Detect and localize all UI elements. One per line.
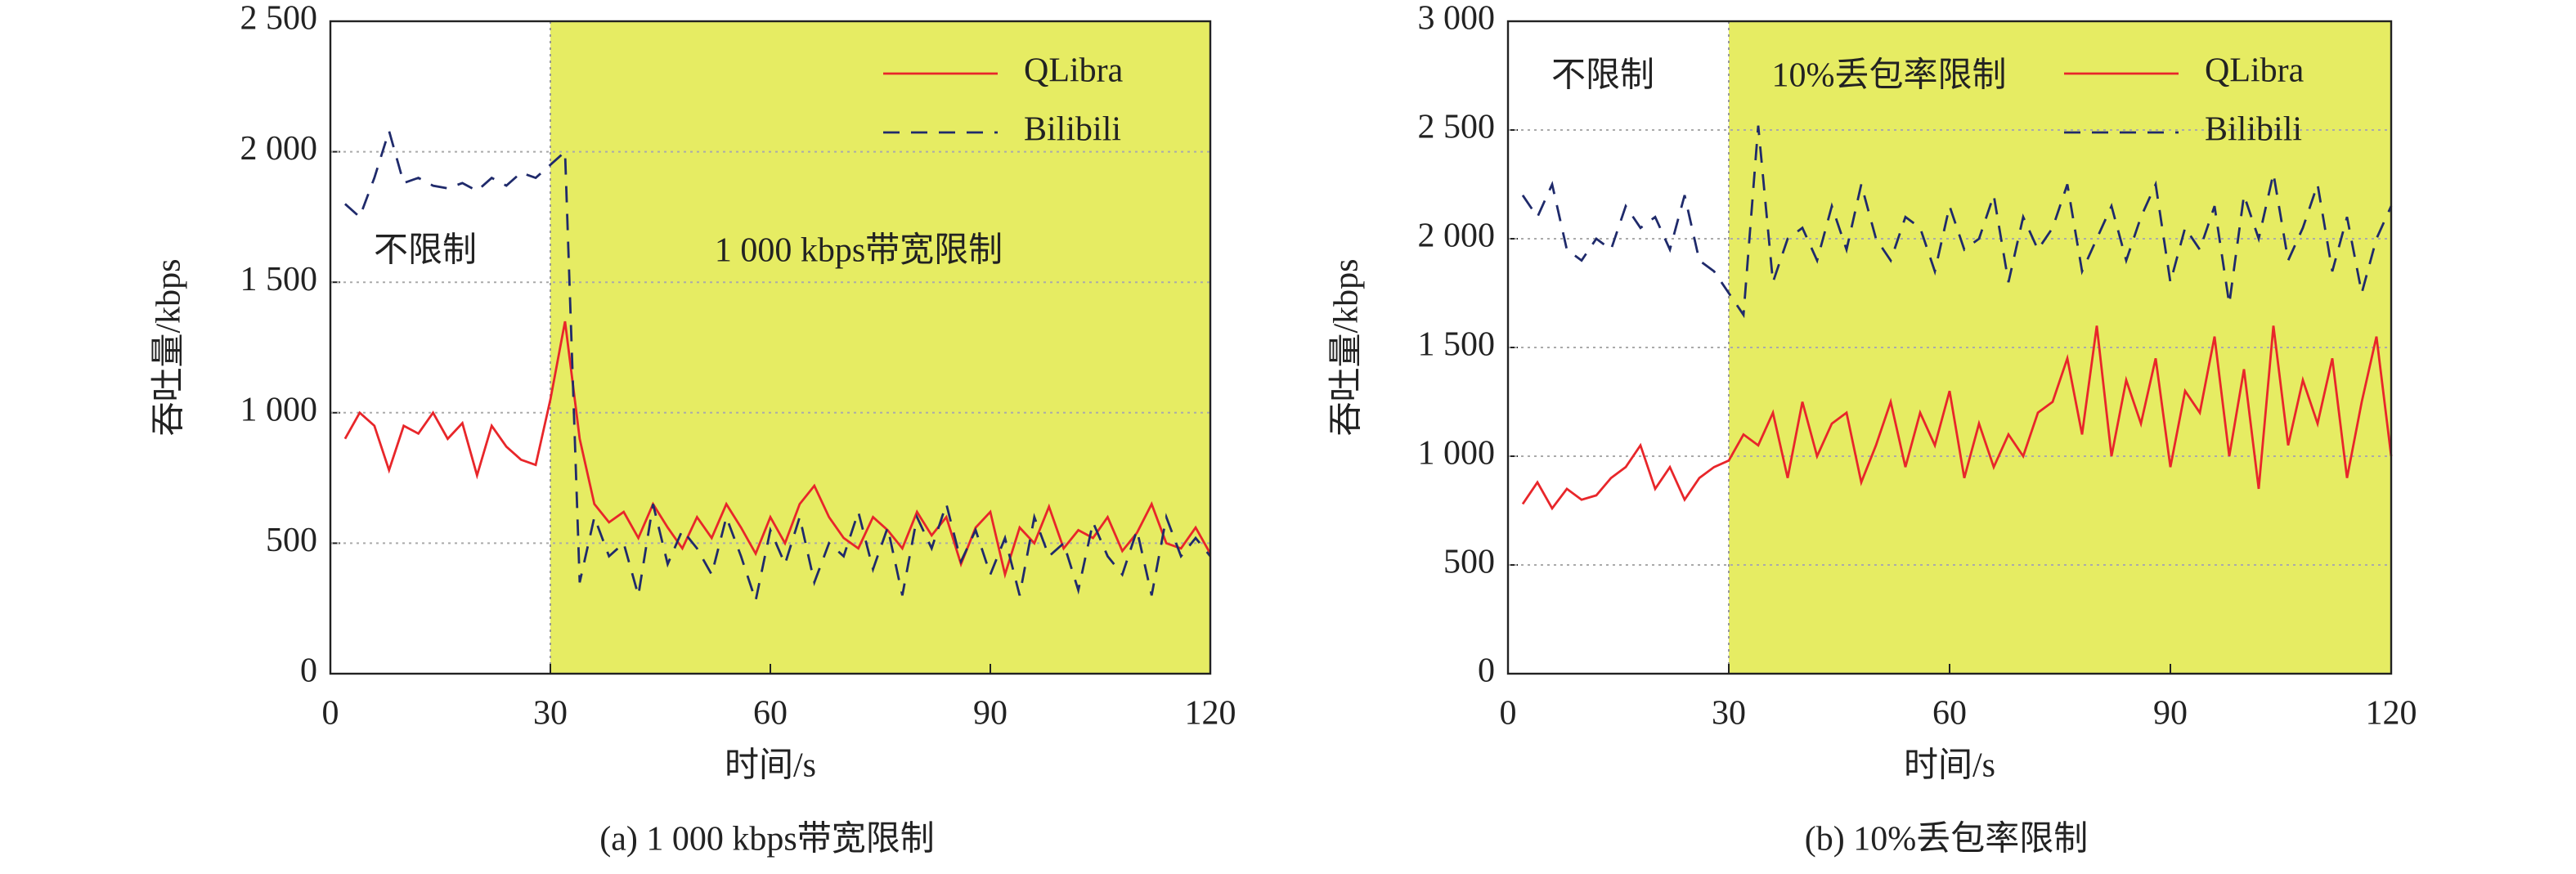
annotation: 1 000 kbps带宽限制 [715,231,1003,270]
y-axis-label: 吞吐量/kbps [1328,258,1366,436]
shaded-region [550,21,1210,674]
caption: (b) 10%丢包率限制 [1805,820,2088,858]
y-tick-label: 0 [300,652,317,690]
x-tick-label: 120 [2366,695,2417,733]
series-line [343,320,1212,580]
y-tick-label: 1 500 [240,261,318,298]
x-tick-label: 90 [973,695,1008,733]
x-tick-label: 60 [753,695,788,733]
y-tick-label: 0 [1478,652,1495,690]
y-axis-label: 吞吐量/kbps [150,258,188,436]
y-tick-label: 2 000 [240,130,318,168]
y-tick-label: 2 500 [1418,109,1496,146]
y-tick-label: 1 000 [240,391,318,428]
caption: (a) 1 000 kbps带宽限制 [599,820,934,858]
annotation: 不限制 [1551,57,1654,95]
y-tick-label: 1 000 [1418,435,1496,473]
series-line [344,127,1212,606]
plot-frame [329,20,1212,675]
y-tick-label: 2 000 [1418,217,1496,255]
legend-label: QLibra [2205,52,2304,90]
plot-frame [1506,20,2393,675]
series-line [1521,125,2393,319]
y-tick-label: 500 [266,522,317,559]
y-tick-label: 2 500 [240,0,318,38]
legend-label: Bilibili [2205,111,2302,149]
x-tick-label: 60 [1932,695,1967,733]
x-tick-label: 0 [322,695,339,733]
y-tick-label: 500 [1443,544,1495,581]
y-tick-label: 1 500 [1418,326,1496,364]
y-tick-label: 3 000 [1418,0,1496,38]
x-tick-label: 30 [1712,695,1746,733]
x-axis-label: 时间/s [1904,747,1995,785]
series-line [1521,325,2393,511]
legend-label: Bilibili [1024,111,1121,149]
x-tick-label: 0 [1500,695,1517,733]
x-tick-label: 30 [533,695,568,733]
x-tick-label: 90 [2153,695,2188,733]
legend-label: QLibra [1024,52,1124,90]
x-tick-label: 120 [1185,695,1236,733]
x-axis-label: 时间/s [725,747,816,785]
annotation: 不限制 [374,232,477,270]
annotation: 10%丢包率限制 [1772,56,2007,95]
